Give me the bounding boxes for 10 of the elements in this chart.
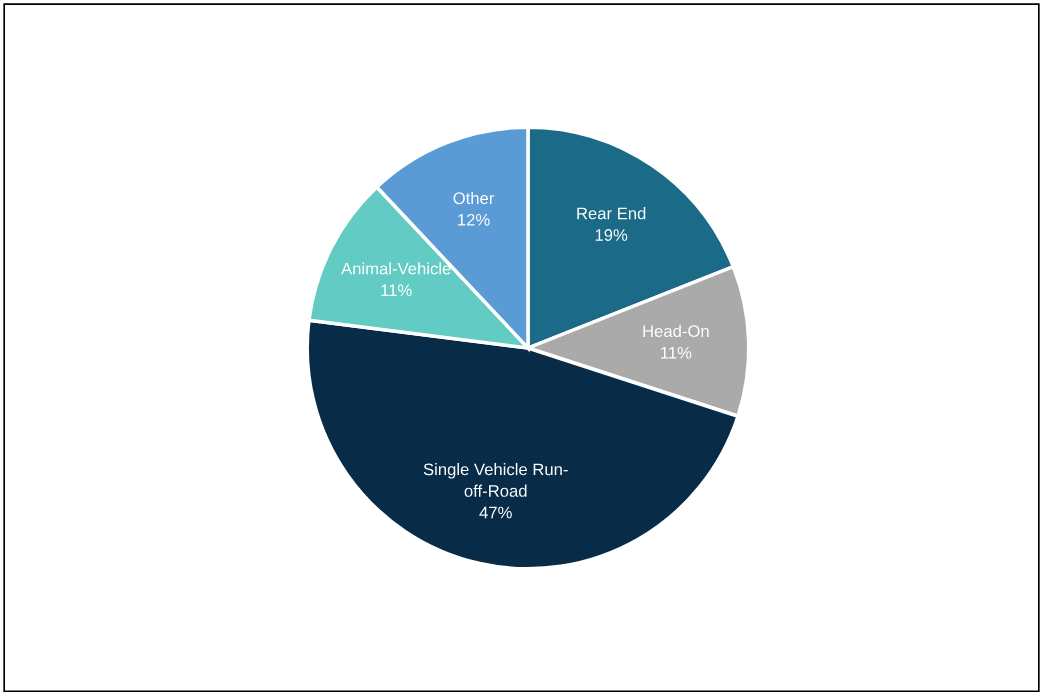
slice-label: Head-On xyxy=(643,324,709,338)
data-label: 11% xyxy=(381,284,412,297)
slice-label: Other xyxy=(453,191,495,205)
slice-label: Rear End xyxy=(577,207,646,220)
data-label: 11% xyxy=(661,346,692,359)
slice-label: Animal-Vehicle xyxy=(341,262,451,275)
slice-label: Single Vehicle Run- off-Road xyxy=(423,463,568,497)
data-label: 12% xyxy=(458,213,490,226)
data-label: 19% xyxy=(595,229,628,241)
data-label: 47% xyxy=(479,506,512,519)
